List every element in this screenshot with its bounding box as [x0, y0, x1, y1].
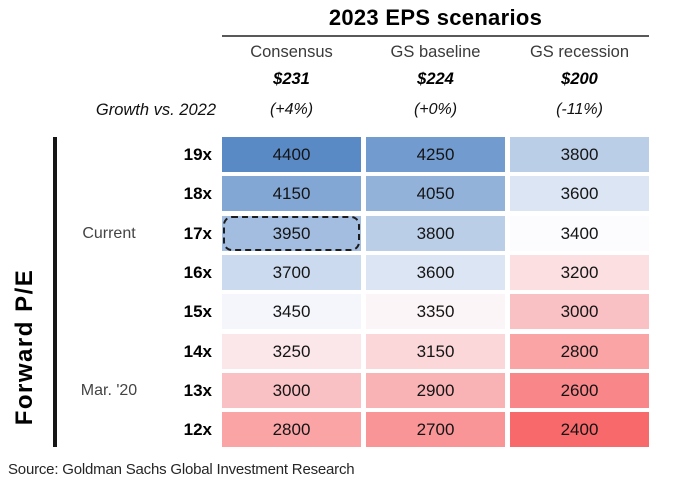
column-header-consensus: Consensus: [250, 43, 333, 61]
heatmap-cell: 3000: [222, 373, 361, 408]
heatmap-cell: 2800: [222, 412, 361, 447]
column-header-gs-baseline: GS baseline: [390, 43, 481, 61]
annotation-current: Current: [82, 225, 136, 242]
row-label: 16x: [183, 263, 212, 282]
current-cell-dashed-outline: [223, 216, 360, 251]
heatmap-cell: 3200: [510, 255, 649, 290]
row-label: 15x: [183, 302, 212, 321]
heatmap-cell: 4400: [222, 137, 361, 172]
chart-header: 2023 EPS scenarios: [222, 5, 649, 37]
column-header-gs-recession: GS recession: [529, 43, 630, 61]
heatmap-cell: 3400: [510, 216, 649, 251]
eps-value-gs-baseline: $224: [417, 70, 454, 88]
heatmap-cell: 4250: [366, 137, 505, 172]
heatmap-cell: 3800: [510, 137, 649, 172]
annotation-mar-20: Mar. '20: [80, 382, 138, 399]
growth-value-consensus: (+4%): [269, 101, 314, 118]
row-label: 19x: [183, 145, 212, 164]
growth-value-gs-recession: (-11%): [556, 101, 603, 118]
heatmap-cell: 3700: [222, 255, 361, 290]
heatmap-cell: 3800: [366, 216, 505, 251]
heatmap-cell: 3000: [510, 294, 649, 329]
heatmap-cell: 3950: [222, 216, 361, 251]
heatmap-cell: 2700: [366, 412, 505, 447]
heatmap-cell: 3450: [222, 294, 361, 329]
heatmap-cell: 3250: [222, 334, 361, 369]
row-label: 14x: [183, 342, 212, 361]
heatmap-cell: 3600: [366, 255, 505, 290]
heatmap-cell: 4050: [366, 176, 505, 211]
heatmap-cell: 2800: [510, 334, 649, 369]
heatmap-cell: 3600: [510, 176, 649, 211]
eps-value-gs-recession: $200: [561, 70, 598, 88]
growth-value-gs-baseline: (+0%): [413, 101, 458, 118]
heatmap-cell: 2400: [510, 412, 649, 447]
heatmap-cell: 4150: [222, 176, 361, 211]
row-label: 17x: [183, 224, 212, 243]
row-label: 18x: [183, 184, 212, 203]
chart-title: 2023 EPS scenarios: [328, 5, 543, 30]
y-axis-line: [53, 137, 57, 447]
row-label: 12x: [183, 420, 212, 439]
row-label: 13x: [183, 381, 212, 400]
heatmap-cell: 3350: [366, 294, 505, 329]
heatmap-cell: 2900: [366, 373, 505, 408]
source-note: Source: Goldman Sachs Global Investment …: [8, 461, 355, 478]
eps-value-consensus: $231: [273, 70, 310, 88]
growth-vs-2022-label: Growth vs. 2022: [95, 101, 216, 119]
heatmap-cell: 2600: [510, 373, 649, 408]
heatmap-cell: 3150: [366, 334, 505, 369]
